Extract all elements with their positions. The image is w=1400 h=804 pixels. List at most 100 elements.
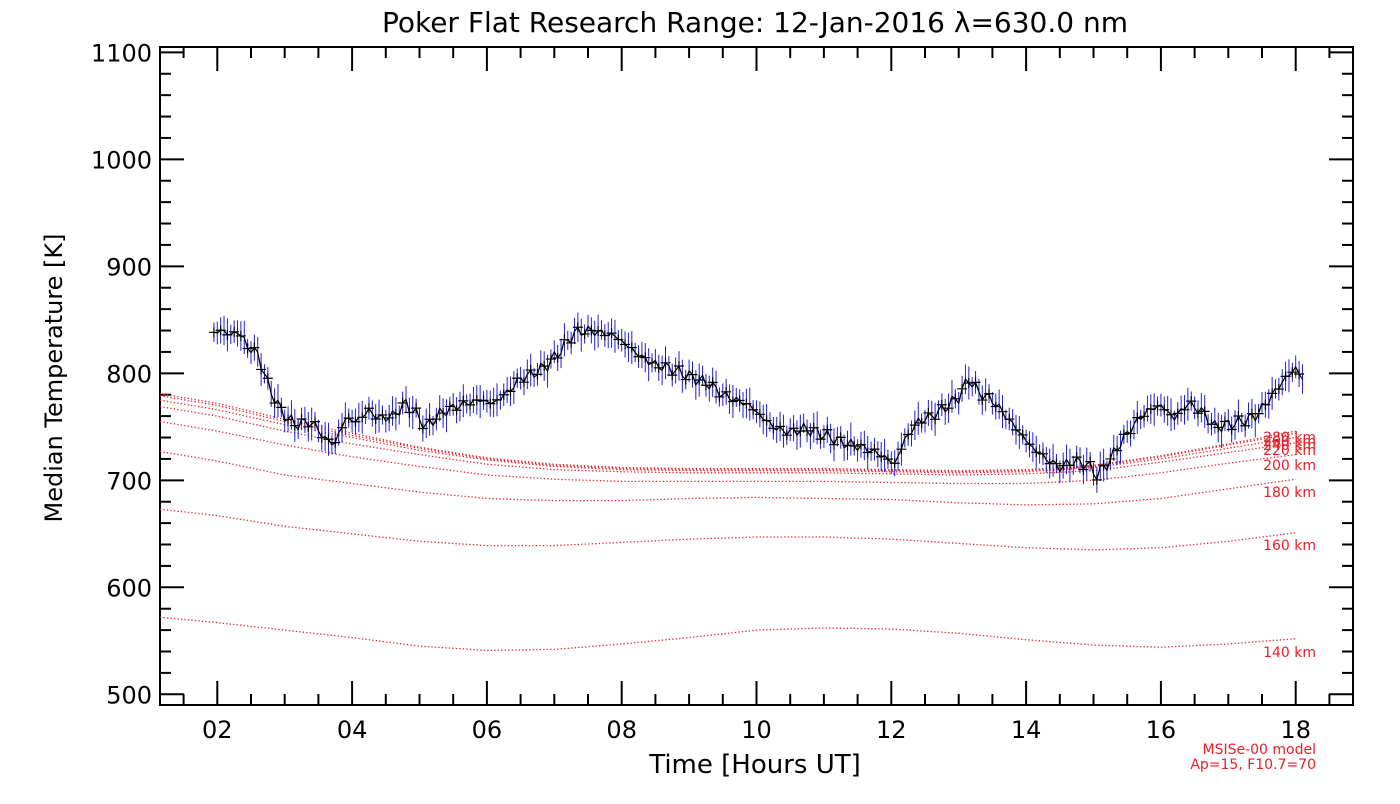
measured-point	[640, 352, 651, 363]
measured-point	[357, 412, 368, 423]
measured-point	[802, 425, 813, 436]
measured-point	[330, 437, 341, 448]
measured-point	[1273, 384, 1284, 395]
measured-point	[963, 377, 974, 388]
model-label: 280 km	[1263, 430, 1316, 446]
measured-point	[896, 444, 907, 455]
measured-point	[1132, 412, 1143, 423]
x-tick-label: 06	[472, 716, 503, 744]
measured-point	[903, 429, 914, 440]
measured-point	[869, 444, 880, 455]
measured-point	[788, 423, 799, 434]
measured-point	[572, 322, 583, 333]
measured-point	[1024, 439, 1035, 450]
measured-point	[397, 398, 408, 409]
model-label: 160 km	[1263, 538, 1316, 554]
y-tick-label: 800	[106, 360, 152, 388]
measured-point	[566, 337, 577, 348]
measured-point	[673, 360, 684, 371]
measured-point	[936, 399, 947, 410]
x-tick-label: 10	[741, 716, 772, 744]
measured-point	[498, 389, 509, 400]
measured-point	[950, 393, 961, 404]
measured-point	[1240, 420, 1251, 431]
measured-point	[559, 334, 570, 345]
measured-point	[229, 326, 240, 337]
measured-point	[552, 352, 563, 363]
measured-point	[404, 407, 415, 418]
model-line-200-km	[159, 420, 1296, 485]
measured-point	[310, 416, 321, 427]
measured-point	[444, 401, 455, 412]
measured-point	[431, 414, 442, 425]
measured-point	[1098, 460, 1109, 471]
measured-point	[606, 328, 617, 339]
measured-point	[518, 377, 529, 388]
measured-point	[775, 421, 786, 432]
measured-point	[1152, 401, 1163, 411]
measured-point	[1010, 424, 1021, 435]
measured-point	[289, 420, 300, 431]
measured-point	[1233, 410, 1244, 421]
x-tick-label: 02	[202, 716, 233, 744]
measured-point	[296, 414, 307, 425]
measured-point	[1226, 424, 1237, 435]
plot-frame	[159, 46, 1354, 706]
measured-point	[815, 434, 826, 445]
model-annotation: MSISe-00 model	[1202, 742, 1316, 758]
measured-point	[1166, 409, 1177, 420]
measured-point	[478, 395, 489, 406]
y-tick-label: 500	[106, 681, 152, 709]
measured-point	[727, 396, 738, 407]
x-axis: 02 04 06 08 10 12 14 16 18	[182, 47, 1331, 744]
measured-point	[336, 422, 347, 433]
measured-point	[269, 398, 280, 409]
measured-point	[680, 374, 691, 385]
measured-point	[599, 330, 610, 341]
measured-point	[545, 354, 556, 365]
x-tick-label: 12	[876, 716, 907, 744]
measured-point	[222, 329, 233, 340]
measured-point	[876, 451, 887, 462]
measured-point	[957, 383, 968, 394]
measured-point	[242, 343, 253, 354]
measured-point	[835, 432, 846, 443]
measured-point	[323, 434, 334, 445]
measured-point	[1085, 456, 1096, 467]
measured-point	[660, 357, 671, 368]
measured-point	[714, 391, 725, 402]
measured-point	[855, 439, 866, 450]
measured-point	[707, 377, 718, 388]
measured-point	[316, 432, 327, 443]
model-label: 240 km	[1263, 438, 1316, 454]
measured-point	[1145, 404, 1156, 415]
y-tick-label: 1100	[91, 39, 152, 67]
measured-point	[1192, 408, 1203, 419]
measured-point	[458, 395, 469, 406]
y-tick-label: 700	[106, 467, 152, 495]
measured-point	[492, 394, 503, 405]
measured-point	[721, 386, 732, 397]
measured-point	[350, 416, 361, 427]
measured-point	[909, 420, 920, 431]
measured-point	[1199, 406, 1210, 417]
y-axis: 500 600 700 800 900 1000 1100	[91, 39, 1353, 709]
measured-point	[1017, 429, 1028, 440]
measured-point	[593, 325, 604, 336]
measured-point	[417, 423, 428, 434]
model-line-180-km	[159, 450, 1296, 506]
measured-line	[213, 325, 1303, 482]
measured-point	[1112, 445, 1123, 456]
measured-point	[943, 403, 954, 414]
measured-point	[525, 365, 536, 376]
measured-point	[741, 398, 752, 409]
measured-point	[512, 373, 523, 384]
measured-point	[1253, 408, 1264, 419]
model-line-140-km	[159, 616, 1296, 652]
model-line-260-km	[159, 395, 1296, 473]
y-tick-label: 1000	[91, 146, 152, 174]
measured-point	[215, 325, 226, 336]
measured-point	[781, 430, 792, 441]
measured-point	[235, 330, 246, 341]
